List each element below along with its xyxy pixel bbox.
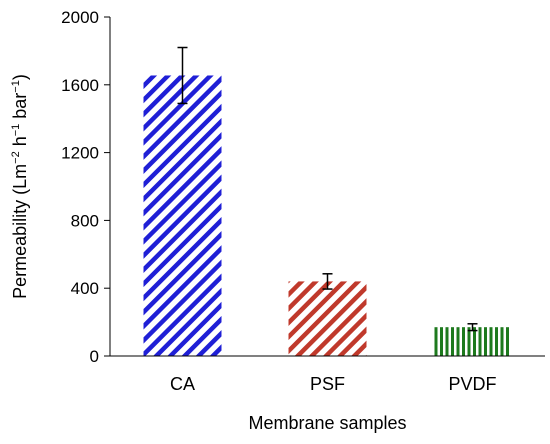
axes-layer: [109, 17, 545, 357]
bar-ca: [143, 75, 222, 356]
y-axis-title-sup2: −1: [10, 124, 22, 137]
y-tick-label: 800: [71, 211, 99, 230]
y-tick-label: 400: [71, 279, 99, 298]
y-axis-title-mid1: h: [10, 136, 30, 151]
y-axis-title: Permeability (Lm−2 h−1 bar−1): [10, 74, 30, 299]
error-bar-psf: [322, 273, 333, 290]
bars-layer: [143, 75, 512, 356]
y-axis-title-end: ): [10, 74, 30, 80]
y-axis-title-main: Permeability (Lm: [10, 164, 30, 299]
error-bar-ca: [177, 46, 188, 105]
error-bar-pvdf: [467, 323, 478, 332]
y-axis-title-sup1: −2: [10, 151, 22, 164]
y-axis-title-mid2: bar: [10, 93, 30, 124]
y-tick-label: 1600: [61, 76, 99, 95]
x-ticks-layer: CA PSF PVDF: [170, 374, 497, 394]
y-tick-label: 0: [90, 347, 99, 366]
y-ticks-layer: 0 400 800 1200 1600 2000: [61, 8, 110, 366]
bar-psf: [288, 281, 367, 356]
x-tick-label: PVDF: [448, 374, 496, 394]
y-tick-label: 1200: [61, 144, 99, 163]
x-tick-label: CA: [170, 374, 195, 394]
error-bars-layer: [177, 46, 478, 332]
y-axis-title-sup3: −1: [10, 80, 22, 93]
x-tick-label: PSF: [310, 374, 345, 394]
x-axis-title: Membrane samples: [248, 413, 406, 433]
y-tick-label: 2000: [61, 8, 99, 27]
bar-pvdf: [433, 327, 512, 356]
